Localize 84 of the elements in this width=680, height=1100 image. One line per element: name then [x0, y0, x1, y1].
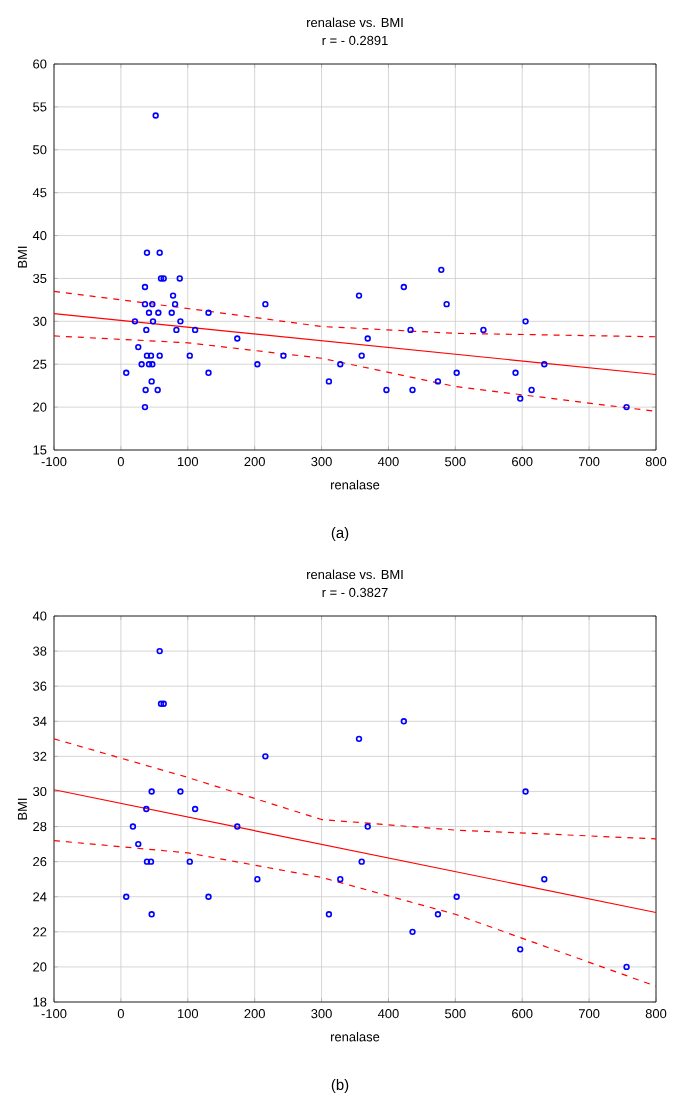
- point: [177, 788, 184, 795]
- point: [205, 369, 212, 376]
- point: [541, 361, 548, 368]
- point: [325, 378, 333, 385]
- point: [434, 378, 442, 385]
- point: [205, 309, 212, 316]
- point: [148, 788, 155, 795]
- point: [355, 735, 363, 743]
- point: [186, 352, 193, 359]
- point: [141, 283, 149, 291]
- point: [123, 369, 130, 376]
- point: [254, 876, 261, 883]
- point: [171, 300, 179, 308]
- point: [364, 823, 371, 830]
- line-series: [54, 290, 656, 338]
- point: [434, 911, 442, 918]
- point: [168, 309, 175, 316]
- point: [358, 352, 365, 359]
- point: [453, 369, 460, 376]
- point: [337, 876, 344, 883]
- point: [149, 318, 157, 325]
- point: [623, 963, 630, 971]
- point: [123, 893, 130, 900]
- point: [407, 326, 414, 334]
- point: [131, 318, 139, 325]
- point: [400, 283, 408, 291]
- point: [176, 275, 183, 282]
- point: [337, 361, 344, 368]
- point: [186, 858, 193, 865]
- point: [143, 249, 151, 256]
- point: [154, 386, 161, 394]
- point: [205, 893, 212, 900]
- point: [173, 326, 180, 334]
- point: [262, 753, 269, 760]
- point: [145, 309, 153, 316]
- point: [141, 403, 149, 411]
- point: [443, 300, 450, 308]
- point: [191, 805, 199, 813]
- point: [156, 249, 163, 256]
- point: [383, 386, 390, 394]
- point: [355, 292, 363, 299]
- line-series: [54, 738, 656, 840]
- point: [138, 361, 145, 368]
- point: [400, 718, 408, 725]
- point: [280, 352, 287, 359]
- point: [453, 893, 460, 900]
- point: [512, 369, 519, 376]
- point: [358, 858, 365, 865]
- point: [262, 300, 269, 308]
- point: [438, 266, 445, 274]
- point: [141, 300, 149, 308]
- point: [409, 928, 416, 936]
- point: [541, 876, 548, 883]
- point: [148, 378, 155, 385]
- point: [623, 403, 630, 411]
- point: [148, 911, 155, 918]
- point: [254, 361, 261, 368]
- point: [480, 326, 487, 334]
- point: [517, 395, 524, 402]
- point: [135, 343, 142, 351]
- point: [149, 300, 156, 308]
- point: [143, 326, 150, 334]
- point: [135, 840, 142, 848]
- line-series: [54, 335, 656, 413]
- point: [517, 946, 524, 953]
- point: [234, 335, 241, 342]
- point: [142, 386, 149, 394]
- point: [177, 318, 184, 325]
- point: [156, 352, 163, 359]
- point: [143, 805, 150, 813]
- point: [234, 823, 241, 830]
- point: [169, 292, 177, 299]
- point: [156, 647, 163, 655]
- point: [522, 318, 529, 325]
- point: [325, 911, 333, 918]
- point: [409, 386, 416, 394]
- point: [152, 112, 159, 119]
- point: [522, 788, 529, 795]
- line-series: [54, 839, 656, 987]
- point: [129, 823, 137, 830]
- point: [191, 326, 199, 334]
- point: [364, 335, 371, 342]
- point: [155, 309, 162, 316]
- point: [528, 386, 535, 394]
